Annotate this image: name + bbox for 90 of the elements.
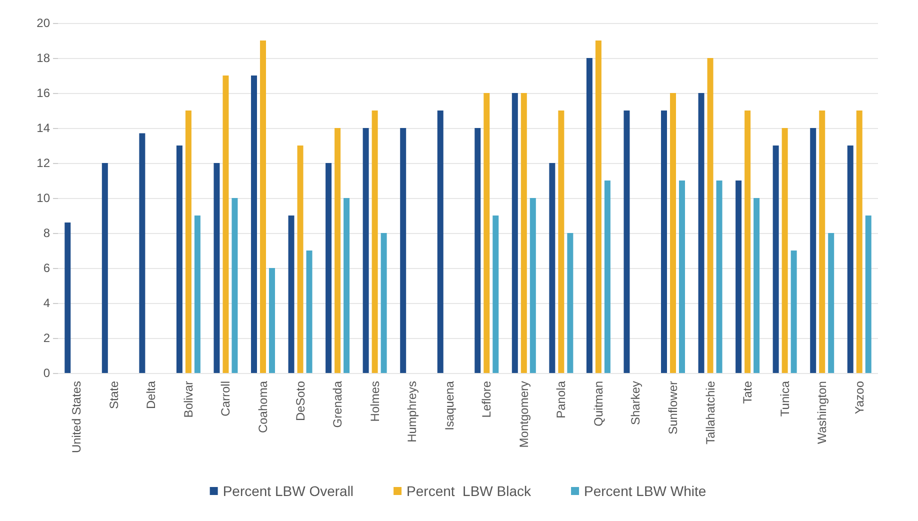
bar	[782, 128, 788, 373]
bar	[334, 128, 341, 373]
y-tick-label: 12	[36, 156, 50, 170]
bar	[828, 233, 834, 373]
x-tick-label: Isaquena	[442, 380, 456, 430]
bar	[269, 268, 275, 373]
bar	[232, 198, 238, 373]
bar	[810, 128, 816, 373]
x-tick-label: Tate	[740, 380, 755, 404]
bar	[604, 180, 610, 373]
y-tick-label: 18	[36, 51, 50, 65]
bar	[372, 110, 378, 373]
bar	[847, 146, 854, 373]
y-tick-label: 4	[43, 296, 50, 310]
bar	[549, 163, 556, 373]
bar	[194, 216, 200, 373]
x-tick-label: Leflore	[480, 380, 494, 418]
x-tick-label: Montgomery	[516, 381, 531, 448]
bar	[297, 146, 304, 373]
bar	[772, 146, 779, 373]
bar	[698, 93, 704, 373]
bar	[102, 163, 108, 373]
x-tick-label: Delta	[144, 380, 158, 410]
x-tick-label: Tunica	[778, 380, 792, 417]
legend-label: Percent LBW Overall	[222, 483, 354, 499]
x-tick-label: DeSoto	[293, 380, 308, 422]
y-tick-label: 10	[36, 191, 50, 205]
bar	[260, 40, 266, 373]
bar	[819, 110, 826, 373]
bar	[484, 93, 490, 373]
bar	[567, 233, 574, 373]
bar	[214, 163, 220, 373]
x-tick-label: Coahoma	[256, 380, 270, 434]
bar	[679, 180, 685, 373]
bar	[288, 216, 294, 373]
bar	[64, 222, 71, 373]
bar	[139, 133, 146, 373]
x-tick-label: Holmes	[368, 381, 382, 422]
bar	[251, 76, 257, 373]
x-tick-label: Humphreys	[405, 381, 420, 442]
x-tick-label: Quitman	[591, 381, 606, 426]
bar	[222, 76, 229, 373]
bar	[707, 58, 714, 373]
y-tick-label: 2	[43, 331, 50, 345]
bar	[624, 110, 630, 373]
bar	[595, 40, 602, 373]
bar	[362, 128, 369, 373]
bar	[558, 110, 564, 373]
x-tick-label: Grenada	[330, 380, 345, 428]
bar	[736, 180, 742, 373]
bar	[176, 146, 182, 373]
y-tick-label: 0	[43, 366, 50, 380]
y-tick-label: 6	[43, 261, 50, 275]
x-tick-label: United States	[70, 381, 84, 454]
x-tick-label: State	[106, 380, 121, 410]
bar	[492, 216, 499, 373]
legend-label: Percent LBW White	[584, 483, 706, 499]
bar	[670, 93, 676, 373]
bar	[380, 233, 387, 373]
x-tick-label: Washington	[815, 381, 830, 444]
bar	[344, 198, 350, 373]
bar	[661, 110, 667, 373]
y-tick-label: 20	[36, 16, 50, 30]
bar	[185, 110, 192, 373]
bar	[856, 110, 862, 373]
bar	[400, 128, 406, 373]
y-tick-label: 16	[36, 86, 50, 100]
bar	[326, 163, 332, 373]
bar	[474, 128, 481, 373]
bar	[790, 250, 797, 373]
bar	[716, 180, 722, 373]
bar	[437, 110, 444, 373]
legend-label: Percent LBW Black	[406, 483, 532, 499]
x-tick-label: Carroll	[218, 381, 233, 416]
bar	[865, 216, 872, 373]
x-tick-label: Panola	[554, 380, 568, 418]
x-tick-label: Tallahatchie	[703, 380, 718, 444]
bar	[754, 198, 760, 373]
bar	[744, 110, 751, 373]
x-tick-label: Yazoo	[852, 380, 866, 414]
x-tick-label: Bolivar	[181, 381, 196, 418]
bar	[586, 58, 592, 373]
bar	[306, 250, 312, 373]
bar	[512, 93, 518, 373]
y-tick-label: 8	[43, 226, 50, 240]
x-tick-label: Sharkey	[628, 381, 643, 426]
bar	[530, 198, 536, 373]
x-tick-label: Sunflower	[666, 381, 680, 434]
bar	[520, 93, 527, 373]
y-tick-label: 14	[36, 121, 50, 135]
